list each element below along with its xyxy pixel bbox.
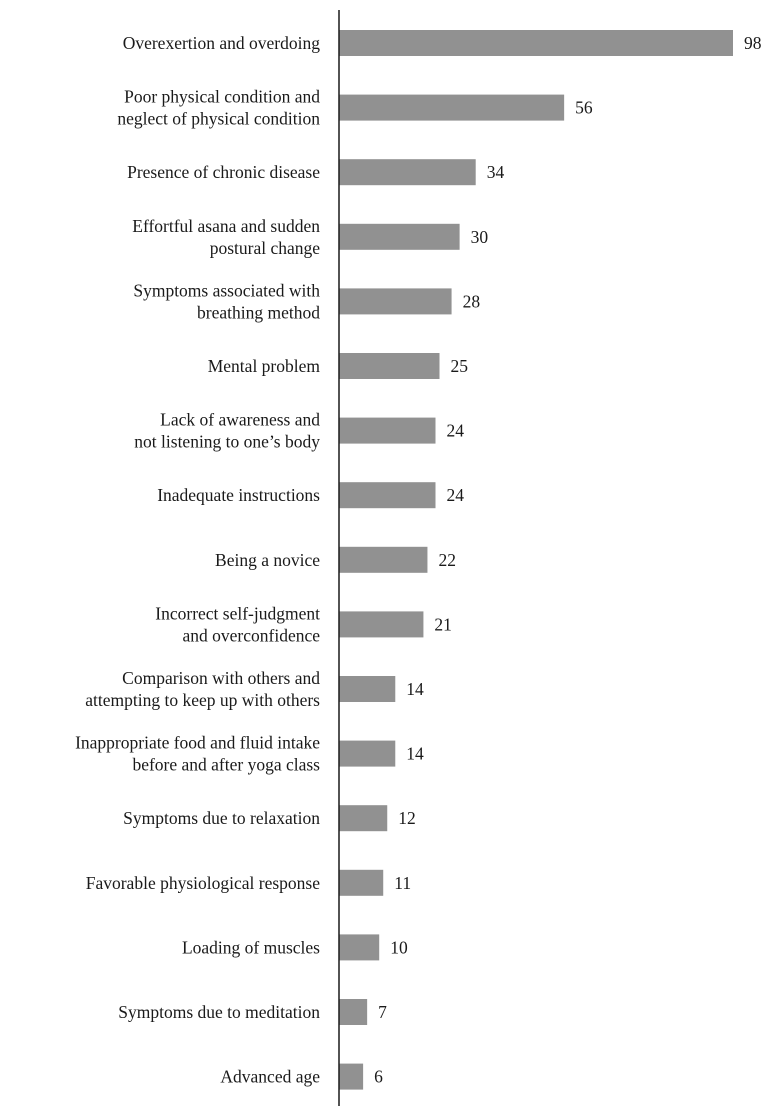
value-label: 14 [406, 744, 424, 764]
value-label: 28 [463, 291, 481, 311]
category-label-line: and overconfidence [183, 625, 321, 645]
value-label: 7 [378, 1002, 387, 1022]
bar [339, 805, 388, 832]
category-label: Inadequate instructions [157, 485, 320, 505]
bar [339, 934, 380, 961]
value-label: 11 [394, 873, 411, 893]
category-label-line: Comparison with others and [122, 668, 320, 688]
category-label: Poor physical condition and neglect of ph… [117, 87, 320, 129]
category-label: Favorable physiological response [86, 873, 320, 893]
category-label: Advanced age [220, 1067, 320, 1087]
bar [339, 869, 384, 896]
value-labels-layer: 98 56 34 30 28 25 24 24 22 21 14 14 12 11 10 7 6 [374, 33, 762, 1087]
category-label-line: Inadequate instructions [157, 485, 320, 505]
category-label: Inappropriate food and fluid intake befor… [75, 733, 320, 775]
bar [339, 94, 565, 121]
bar [339, 30, 733, 56]
category-label: Lack of awareness and not listening to on… [134, 410, 320, 452]
category-label: Being a novice [215, 550, 320, 570]
category-label-line: before and after yoga class [132, 755, 320, 775]
bar [339, 288, 452, 315]
value-label: 10 [390, 937, 408, 957]
category-label-line: breathing method [197, 302, 320, 322]
category-label-line: Being a novice [215, 550, 320, 570]
bar [339, 740, 396, 767]
bar [339, 999, 368, 1025]
category-label-line: attempting to keep up with others [85, 690, 320, 710]
category-label-line: Poor physical condition and [124, 87, 320, 107]
bar [339, 546, 428, 573]
bar [339, 159, 476, 186]
category-label-line: Loading of muscles [182, 937, 320, 957]
bar [339, 676, 396, 702]
value-label: 12 [398, 808, 416, 828]
value-label: 98 [744, 33, 762, 53]
value-label: 22 [438, 550, 456, 570]
category-label-line: Advanced age [220, 1067, 320, 1087]
category-label-line: Lack of awareness and [160, 410, 320, 430]
category-label: Comparison with others and attempting to … [85, 668, 320, 710]
value-label: 24 [446, 485, 464, 505]
category-label-line: Mental problem [208, 356, 321, 376]
value-label: 24 [446, 421, 464, 441]
category-label: Effortful asana and sudden postural chang… [132, 216, 320, 258]
category-label-line: postural change [210, 238, 321, 258]
category-labels-layer: Overexertion and overdoing Poor physical … [75, 33, 320, 1087]
category-label: Mental problem [208, 356, 321, 376]
category-label: Symptoms associated with breathing method [133, 280, 320, 322]
value-label: 25 [451, 356, 469, 376]
value-label: 21 [434, 614, 452, 634]
category-label: Incorrect self-judgment and overconfidenc… [155, 603, 320, 645]
category-label: Symptoms due to meditation [118, 1002, 320, 1022]
bar [339, 417, 436, 444]
value-label: 30 [471, 227, 489, 247]
category-label-line: Symptoms due to meditation [118, 1002, 320, 1022]
value-label: 14 [406, 679, 424, 699]
category-label-line: neglect of physical condition [117, 109, 320, 129]
value-label: 34 [487, 162, 505, 182]
value-label: 6 [374, 1067, 383, 1087]
category-label-line: not listening to one’s body [134, 432, 320, 452]
category-label-line: Symptoms due to relaxation [123, 808, 320, 828]
category-label-line: Overexertion and overdoing [123, 33, 321, 53]
value-label: 56 [575, 98, 593, 118]
bar [339, 611, 424, 638]
category-label-line: Effortful asana and sudden [132, 216, 320, 236]
bar [339, 1063, 364, 1090]
category-label-line: Symptoms associated with [133, 280, 320, 300]
category-label: Loading of muscles [182, 937, 320, 957]
category-label: Presence of chronic disease [127, 162, 320, 182]
bars-layer [339, 30, 733, 1090]
category-label-line: Favorable physiological response [86, 873, 320, 893]
bar [339, 482, 436, 509]
category-label: Symptoms due to relaxation [123, 808, 320, 828]
bar [339, 223, 460, 250]
category-label-line: Presence of chronic disease [127, 162, 320, 182]
bar [339, 353, 440, 379]
category-label-line: Incorrect self-judgment [155, 603, 320, 623]
category-label: Overexertion and overdoing [123, 33, 321, 53]
category-label-line: Inappropriate food and fluid intake [75, 733, 320, 753]
